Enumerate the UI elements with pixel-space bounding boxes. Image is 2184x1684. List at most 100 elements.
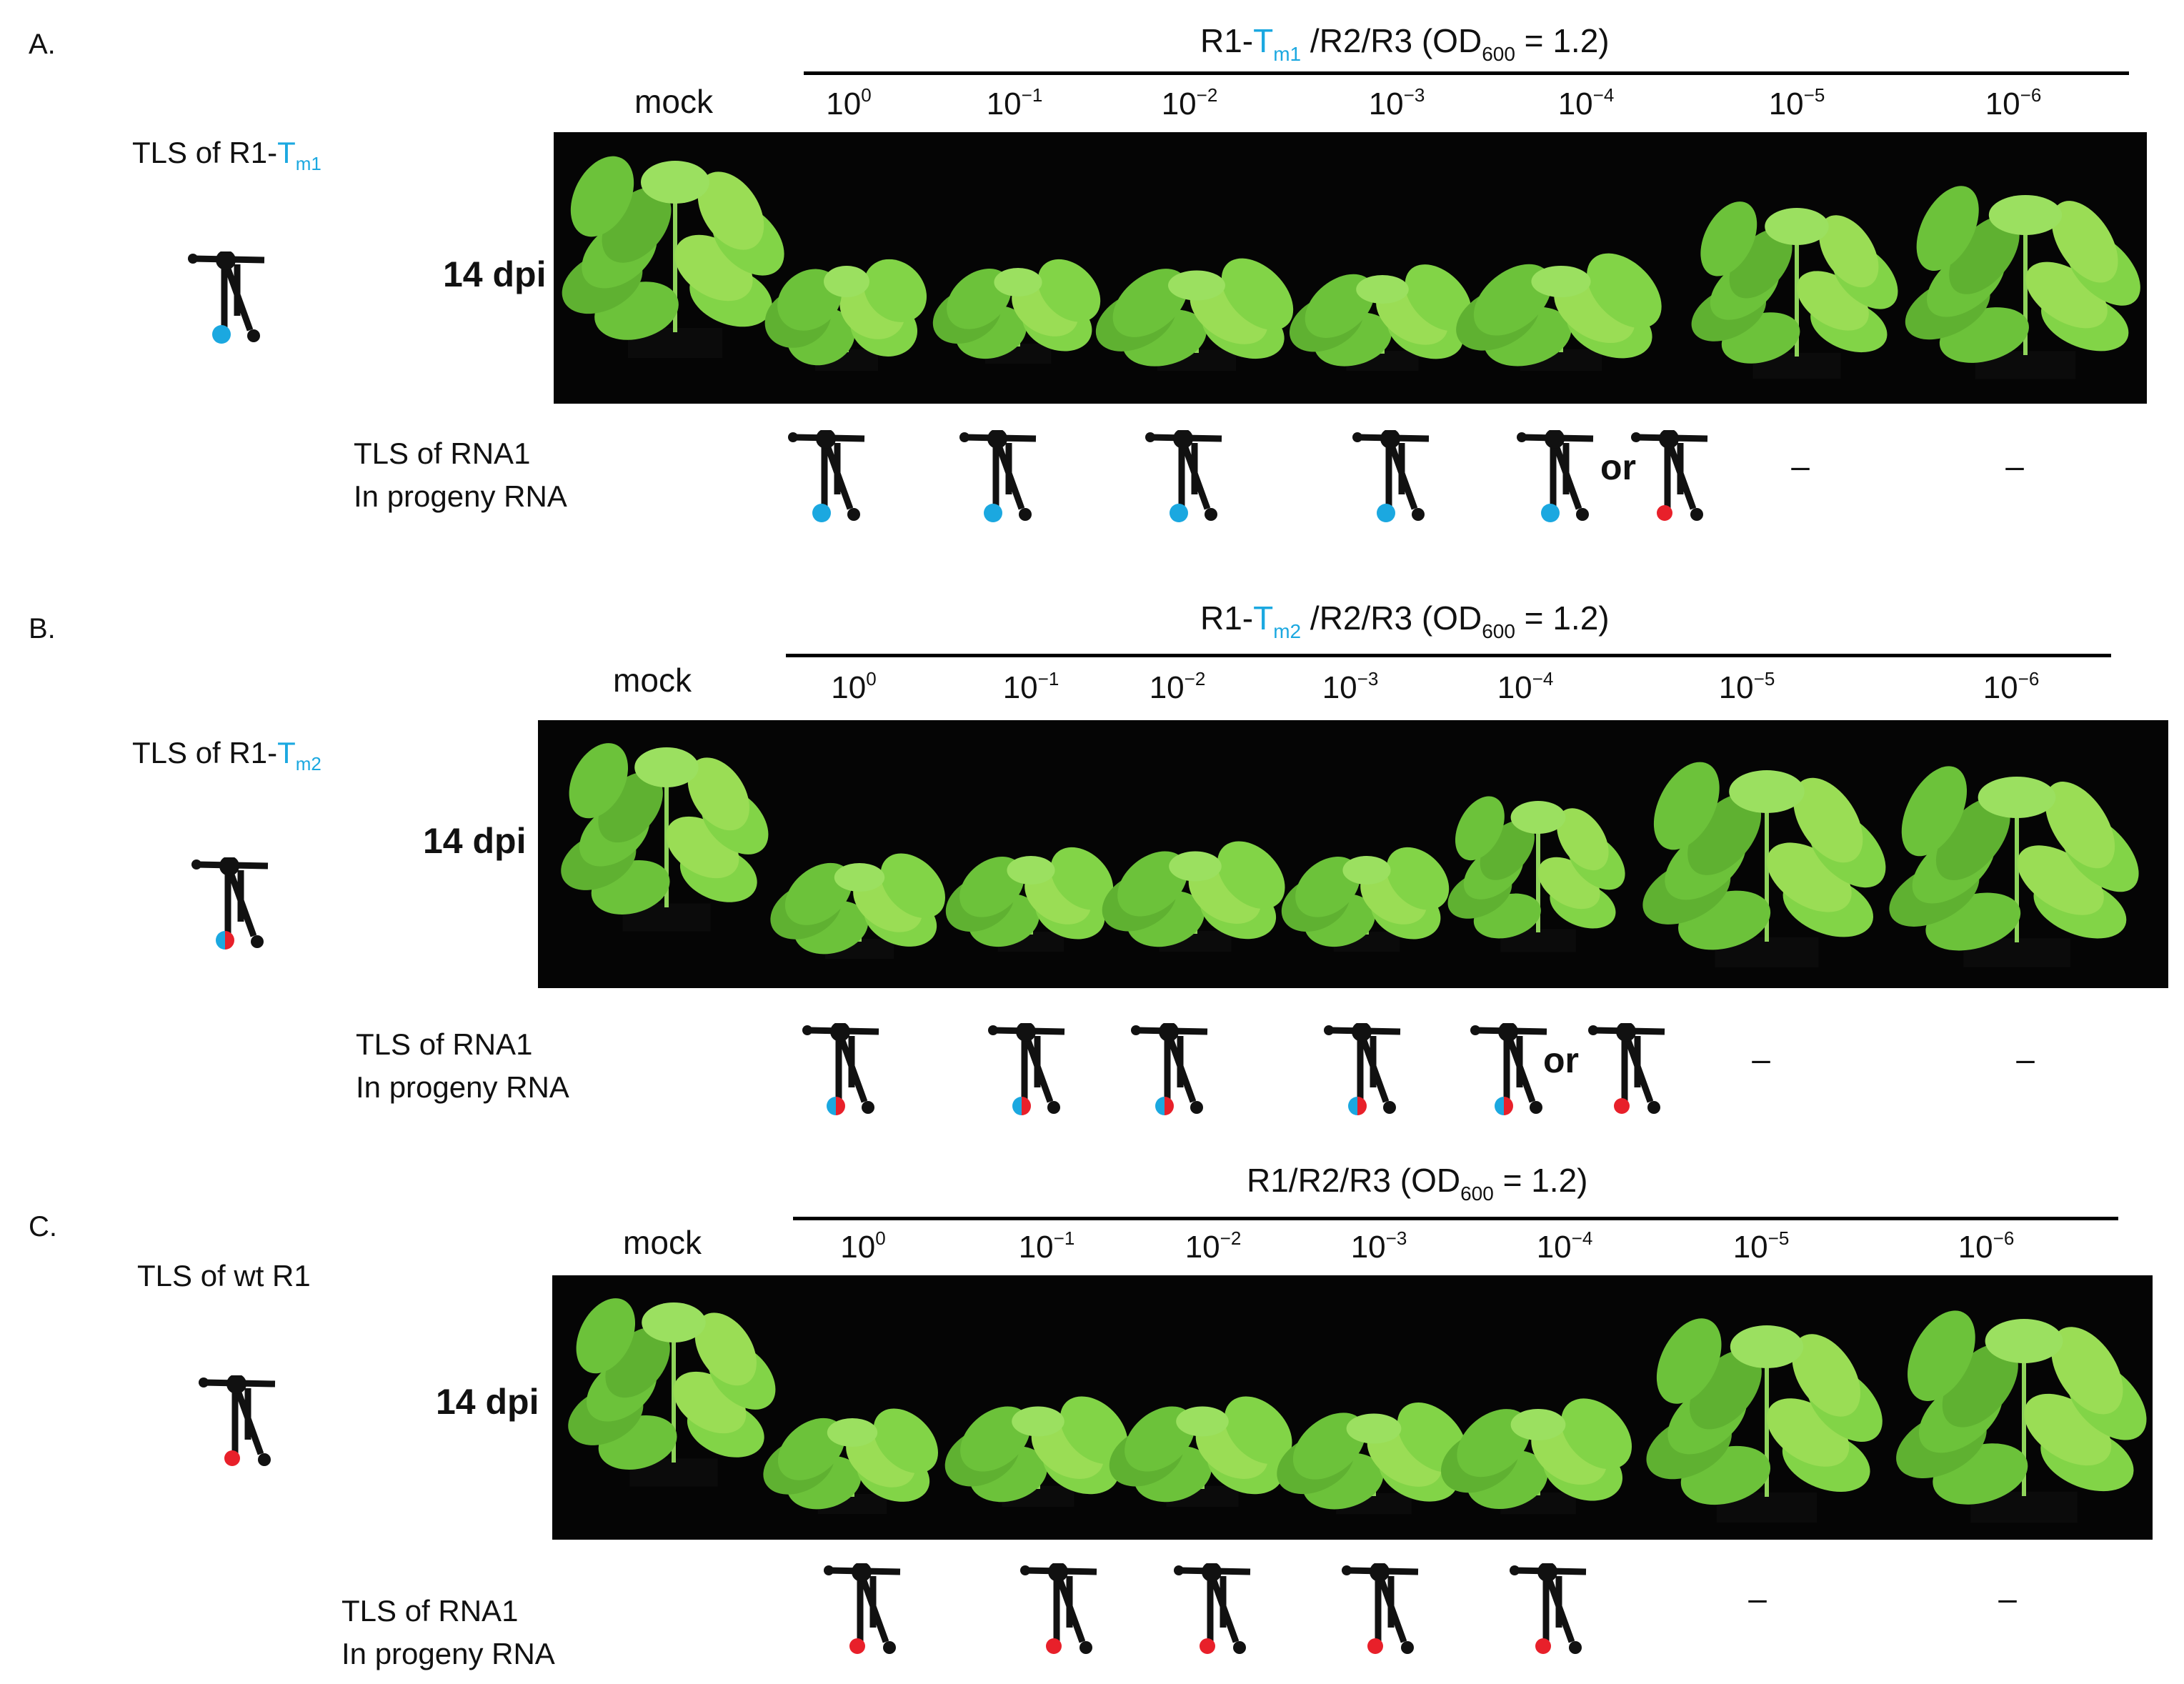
tls-progeny-icon	[1517, 430, 1594, 522]
panel-a-header-line	[804, 71, 2129, 75]
panel-c-header-line	[793, 1217, 2118, 1220]
tls-progeny-icon	[959, 430, 1037, 522]
plant-dilution-5	[1642, 762, 1886, 967]
panel-c-dpi: 14 dpi	[436, 1382, 539, 1422]
tls-title-sub: m2	[295, 753, 321, 774]
tls-progeny-icon	[1510, 1563, 1587, 1654]
dilution-label: 10−1	[986, 84, 1043, 121]
panel-a-progeny-label: TLS of RNA1 In progeny RNA	[354, 432, 567, 518]
dilution-label: 10−5	[1718, 668, 1775, 705]
plant-dilution-1	[945, 847, 1114, 952]
panel-a-mock-label: mock	[634, 83, 713, 120]
header-end: = 1.2)	[1515, 22, 1610, 59]
panel-b-dpi: 14 dpi	[423, 821, 527, 861]
dilution-label: 10−3	[1322, 668, 1379, 705]
plant-mock	[568, 1298, 776, 1487]
panel-c-header: R1/R2/R3 (OD600 = 1.2)	[1247, 1161, 1588, 1205]
tls-progeny-icon	[1131, 1023, 1208, 1115]
panel-a-dpi: 14 dpi	[443, 254, 547, 294]
panel-c-tls-title: TLS of wt R1	[137, 1259, 311, 1292]
panel-c-label: C.	[29, 1211, 57, 1242]
tls-progeny-icon	[1174, 1563, 1251, 1654]
plant-dilution-2	[1109, 1396, 1292, 1508]
panel-b-label: B.	[29, 613, 56, 644]
tls-structure-blue-red-icon	[191, 857, 269, 950]
no-progeny-dash: –	[1791, 447, 1810, 484]
panel-c-progeny-label: TLS of RNA1 In progeny RNA	[341, 1590, 555, 1675]
dilution-label: 100	[826, 84, 872, 121]
plant-dilution-1	[932, 259, 1101, 364]
tls-progeny-alt-icon	[1588, 1023, 1665, 1114]
tls-structure-red-icon	[199, 1375, 276, 1466]
plant-dilution-2	[1102, 841, 1285, 952]
tls-progeny-icon	[802, 1023, 879, 1115]
panel-c-plant-photo	[552, 1275, 2153, 1540]
tls-title-tm: T	[277, 136, 296, 169]
dilution-label: 10−2	[1149, 668, 1206, 705]
progeny-label-line2: In progeny RNA	[354, 479, 567, 513]
plant-photo-canvas	[552, 1275, 2153, 1540]
panel-c-mock-label: mock	[623, 1224, 702, 1261]
dilution-label: 10−6	[1983, 668, 2040, 705]
header-suffix: /R2/R3 (OD	[1301, 599, 1482, 637]
progeny-label-line1: TLS of RNA1	[341, 1594, 519, 1628]
plant-dilution-5	[1646, 1318, 1883, 1523]
panel-a-header: R1-Tm1 /R2/R3 (OD600 = 1.2)	[1200, 21, 1610, 66]
dilution-label: 10−5	[1768, 84, 1825, 121]
no-progeny-dash: –	[1748, 1580, 1767, 1617]
plant-dilution-0	[764, 259, 927, 372]
header-od-sub: 600	[1482, 43, 1515, 65]
plant-photo-canvas	[554, 132, 2147, 404]
no-progeny-dash: –	[2005, 447, 2024, 484]
dilution-label: 10−5	[1732, 1227, 1790, 1265]
no-progeny-dash: –	[2016, 1040, 2035, 1077]
plant-dilution-5	[1691, 201, 1898, 379]
panel-b-mock-label: mock	[613, 662, 692, 699]
tls-title-prefix: TLS of R1-	[132, 736, 278, 769]
header-tm: T	[1253, 599, 1274, 637]
header-sub: m2	[1273, 620, 1302, 642]
tls-progeny-icon	[988, 1023, 1065, 1115]
dilution-label: 10−4	[1536, 1227, 1593, 1265]
tls-progeny-icon	[824, 1563, 901, 1654]
plant-dilution-4	[1456, 253, 1662, 372]
header-sub: m1	[1273, 43, 1302, 65]
plant-dilution-0	[763, 1408, 938, 1514]
dilution-label: 100	[831, 668, 877, 705]
header-suffix: /R2/R3 (OD	[1301, 22, 1482, 59]
or-label: or	[1600, 447, 1636, 487]
dilution-label: 10−2	[1185, 1227, 1242, 1265]
dilution-label: 10−3	[1350, 1227, 1407, 1265]
tls-structure-blue-icon	[188, 251, 265, 344]
panel-a-plant-photo	[554, 132, 2147, 404]
tls-title-sub: m1	[295, 153, 321, 174]
dilution-label: 10−3	[1368, 84, 1425, 121]
dilution-label: 10−1	[1002, 668, 1059, 705]
tls-progeny-icon	[1145, 430, 1222, 522]
progeny-label-line1: TLS of RNA1	[354, 437, 531, 470]
plant-dilution-6	[1905, 186, 2140, 379]
header-od-sub: 600	[1460, 1182, 1494, 1205]
plant-dilution-1	[944, 1396, 1128, 1508]
panel-b-plant-photo	[538, 720, 2168, 988]
tls-progeny-icon	[1324, 1023, 1401, 1115]
dilution-label: 10−1	[1018, 1227, 1075, 1265]
dilution-label: 10−6	[1958, 1227, 2015, 1265]
plant-mock	[561, 743, 769, 932]
plant-mock	[562, 156, 784, 358]
tls-progeny-icon	[1020, 1563, 1097, 1654]
header-prefix: R1-	[1200, 22, 1254, 59]
plant-dilution-6	[1889, 766, 2139, 967]
dilution-label: 10−4	[1497, 668, 1554, 705]
or-label: or	[1543, 1040, 1579, 1080]
progeny-label-line2: In progeny RNA	[341, 1637, 555, 1670]
dilution-label: 10−2	[1161, 84, 1218, 121]
progeny-label-line1: TLS of RNA1	[356, 1027, 533, 1061]
panel-b-header: R1-Tm2 /R2/R3 (OD600 = 1.2)	[1200, 599, 1610, 643]
plant-dilution-6	[1896, 1310, 2147, 1523]
tls-progeny-icon	[1352, 430, 1430, 522]
header-od-sub: 600	[1482, 620, 1515, 642]
tls-title-prefix: TLS of R1-	[132, 136, 278, 169]
panel-b-progeny-label: TLS of RNA1 In progeny RNA	[356, 1023, 569, 1109]
progeny-label-line2: In progeny RNA	[356, 1070, 569, 1104]
